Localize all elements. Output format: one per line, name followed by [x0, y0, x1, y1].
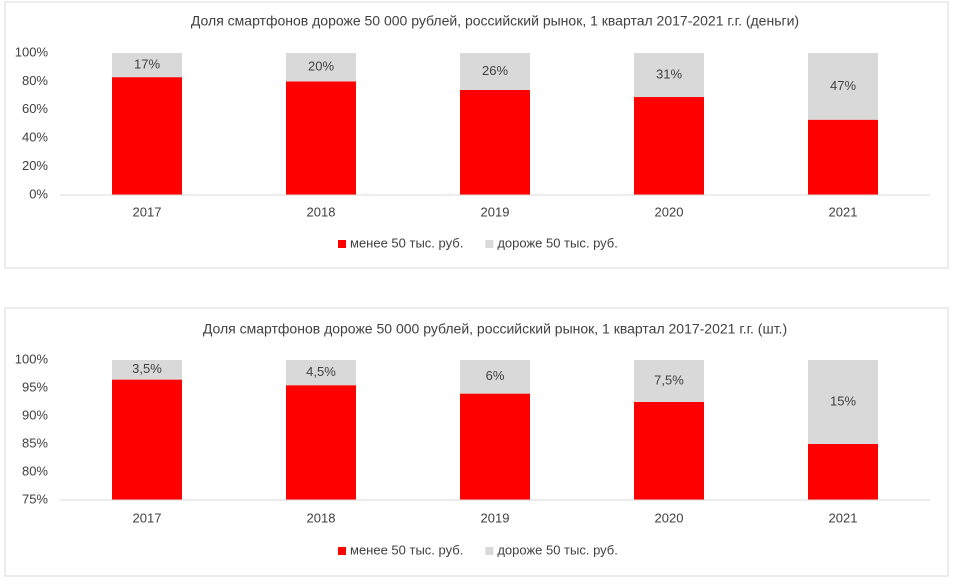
bar-segment — [286, 360, 356, 386]
x-tick-label: 2017 — [133, 510, 162, 525]
bar-segment — [460, 89, 530, 195]
x-tick-label: 2020 — [655, 204, 684, 219]
data-label: 31% — [656, 66, 682, 81]
legend-label: дороже 50 тыс. руб. — [497, 542, 618, 557]
y-tick-label: 60% — [22, 101, 48, 116]
y-tick-label: 95% — [22, 379, 48, 394]
bar-segment — [808, 119, 878, 195]
legend-swatch — [338, 240, 346, 248]
y-tick-label: 75% — [22, 491, 48, 506]
bar-segment — [634, 53, 704, 98]
bar-segment — [634, 360, 704, 402]
x-tick-label: 2019 — [481, 204, 510, 219]
bar-segment — [112, 360, 182, 380]
legend-swatch — [485, 240, 494, 248]
y-tick-label: 85% — [22, 435, 48, 450]
y-tick-label: 20% — [22, 158, 48, 173]
bar-segment — [112, 77, 182, 195]
bar-segment — [286, 81, 356, 195]
legend-label: менее 50 тыс. руб. — [350, 235, 463, 250]
x-tick-label: 2021 — [829, 204, 858, 219]
data-label: 26% — [482, 63, 508, 78]
chart-title: Доля смартфонов дороже 50 000 рублей, ро… — [203, 321, 787, 337]
legend-swatch — [485, 547, 494, 555]
bar-segment — [808, 444, 878, 500]
data-label: 17% — [134, 57, 160, 72]
chart-title: Доля смартфонов дороже 50 000 рублей, ро… — [191, 13, 799, 29]
bar-segment — [808, 53, 878, 120]
bar-segment — [460, 393, 530, 500]
y-tick-label: 90% — [22, 407, 48, 422]
y-tick-label: 0% — [29, 186, 48, 201]
x-tick-label: 2018 — [307, 204, 336, 219]
bar-segment — [460, 53, 530, 90]
y-tick-label: 100% — [15, 351, 49, 366]
legend-swatch — [338, 547, 346, 555]
legend-label: менее 50 тыс. руб. — [350, 542, 463, 557]
bar-segment — [460, 360, 530, 394]
bar-segment — [286, 385, 356, 500]
legend-label: дороже 50 тыс. руб. — [497, 235, 618, 250]
bar-segment — [808, 360, 878, 444]
data-label: 15% — [830, 393, 856, 408]
bar-segment — [634, 402, 704, 500]
bar-segment — [112, 53, 182, 78]
bar-segment — [112, 379, 182, 500]
x-tick-label: 2019 — [481, 510, 510, 525]
data-label: 3,5% — [132, 361, 162, 376]
x-tick-label: 2021 — [829, 510, 858, 525]
y-tick-label: 80% — [22, 463, 48, 478]
y-tick-label: 80% — [22, 73, 48, 88]
data-label: 4,5% — [306, 364, 336, 379]
data-label: 7,5% — [654, 372, 684, 387]
x-tick-label: 2018 — [307, 510, 336, 525]
data-label: 47% — [830, 78, 856, 93]
x-tick-label: 2020 — [655, 510, 684, 525]
data-label: 20% — [308, 59, 334, 74]
bar-segment — [286, 53, 356, 82]
y-tick-label: 100% — [15, 44, 49, 59]
x-tick-label: 2017 — [133, 204, 162, 219]
y-tick-label: 40% — [22, 130, 48, 145]
bar-segment — [634, 97, 704, 195]
data-label: 6% — [486, 368, 505, 383]
